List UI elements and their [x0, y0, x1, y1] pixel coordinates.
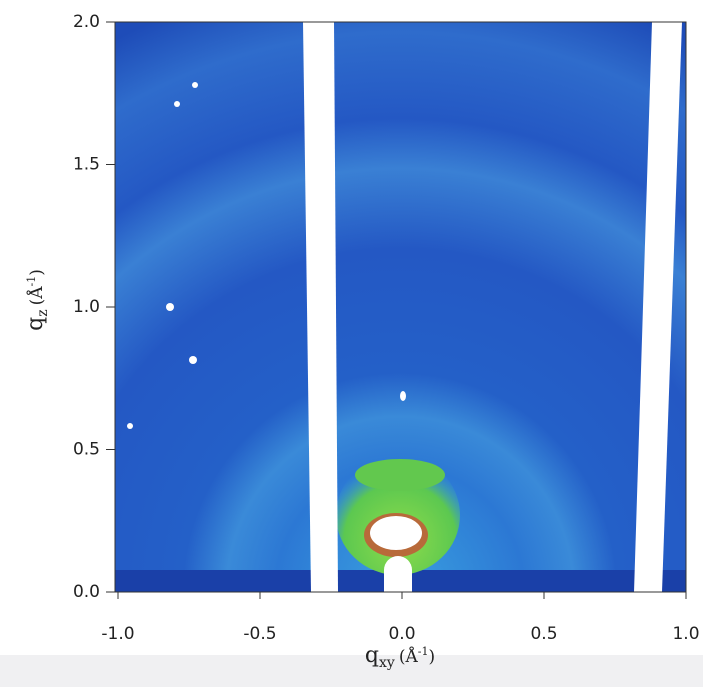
x-tick-label: -0.5 [243, 624, 276, 644]
y-label-sub: z [35, 309, 51, 316]
x-tick-label: -1.0 [101, 624, 134, 644]
y-label-sup: -1 [25, 276, 38, 287]
y-tick-label: 0.0 [73, 582, 100, 602]
x-label-unit: (Å [399, 646, 419, 667]
y-tick-label: 2.0 [73, 12, 100, 32]
y-label-unit: (Å [26, 286, 47, 306]
y-tick-label: 0.5 [73, 440, 100, 460]
x-tick-label: 1.0 [672, 624, 699, 644]
x-label-base: q [365, 643, 379, 668]
footer-band [0, 655, 703, 687]
axes: -1.0 -0.5 0.0 0.5 1.0 0.0 0.5 1.0 1.5 2.0 [73, 12, 700, 644]
x-axis-label: qxy (Å-1) [365, 643, 435, 671]
y-label-base: q [23, 317, 48, 331]
x-tick-label: 0.5 [530, 624, 557, 644]
heatmap-image [115, 22, 686, 592]
x-label-sub: xy [379, 655, 395, 671]
x-label-sup: -1 [418, 645, 429, 658]
x-label-close: ) [428, 647, 435, 667]
y-axis-label: qz (Å-1) [23, 269, 51, 331]
y-tick-label: 1.5 [73, 155, 100, 175]
x-tick-label: 0.0 [388, 624, 415, 644]
y-tick-label: 1.0 [73, 297, 100, 317]
y-label-close: ) [27, 269, 47, 276]
